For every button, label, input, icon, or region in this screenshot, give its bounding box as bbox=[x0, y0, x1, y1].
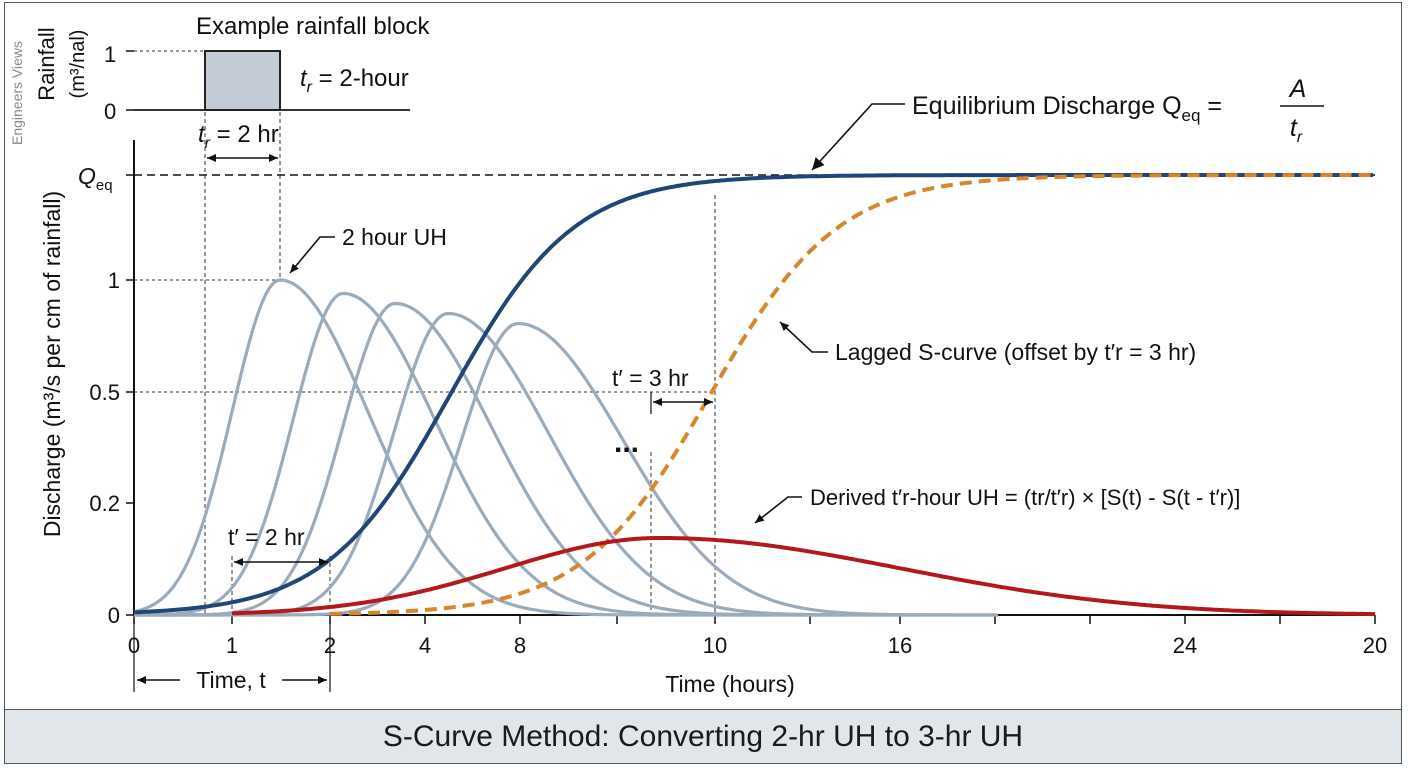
x-tick-label: 4 bbox=[419, 633, 431, 658]
rainfall-tr-label: tr = 2-hour bbox=[300, 65, 409, 96]
y-tick-label: 0.5 bbox=[89, 380, 120, 405]
rainfall-tick-0: 0 bbox=[104, 99, 116, 124]
x-tick-label: 8 bbox=[514, 633, 526, 658]
x-tick-label: 24 bbox=[1173, 633, 1197, 658]
equilibrium-denominator: tr bbox=[1290, 114, 1303, 146]
rainfall-block bbox=[204, 50, 281, 111]
tprime2-label: t′ = 2 hr bbox=[228, 524, 305, 550]
equilibrium-label: Equilibrium Discharge Qeq = bbox=[912, 92, 1222, 125]
caption-bar: S-Curve Method: Converting 2-hr UH to 3-… bbox=[5, 709, 1401, 763]
main-ylabel: Discharge (m³/s per cm of rainfall) bbox=[39, 191, 65, 537]
qeq-label: Qeq bbox=[78, 163, 113, 194]
y-tick-label: 0.2 bbox=[89, 491, 120, 516]
lagged-s-curve-line bbox=[330, 173, 1374, 616]
x-tick-label: 10 bbox=[703, 633, 727, 658]
lagged-label: Lagged S-curve (offset by t′r = 3 hr) bbox=[835, 339, 1196, 365]
equilibrium-numerator: A bbox=[1288, 75, 1307, 103]
watermark: Engineers Views bbox=[9, 41, 25, 145]
x-tick-label: 16 bbox=[888, 633, 912, 658]
lagged-leader bbox=[779, 321, 828, 353]
s-curve-line bbox=[133, 173, 1373, 615]
uh2-leader bbox=[289, 236, 335, 274]
derived-uh-line bbox=[231, 536, 1375, 617]
caption-text: S-Curve Method: Converting 2-hr UH to 3-… bbox=[382, 719, 1024, 753]
x-axis-label: Time (hours) bbox=[665, 671, 795, 697]
y-tick-label: 1 bbox=[108, 268, 120, 293]
x-tick-label: 1 bbox=[226, 633, 238, 658]
x-ticks: 0 1 2 4 8 10 16 24 20 bbox=[128, 615, 1387, 658]
rainfall-title: Example rainfall block bbox=[196, 13, 430, 40]
unit-hydrographs bbox=[133, 278, 998, 617]
ellipsis: ... bbox=[614, 426, 639, 459]
x-tick-label: 20 bbox=[1363, 633, 1387, 658]
derived-leader bbox=[754, 496, 802, 524]
derived-label: Derived t′r-hour UH = (tr/t′r) × [S(t) -… bbox=[810, 485, 1240, 510]
tprime3-label: t′ = 3 hr bbox=[612, 365, 689, 391]
uh2-label: 2 hour UH bbox=[342, 224, 447, 250]
y-tick-label: 0 bbox=[108, 603, 120, 628]
rainfall-ylabel: Rainfall bbox=[34, 27, 59, 100]
equilibrium-leader bbox=[811, 103, 905, 171]
time-t-label: Time, t bbox=[196, 667, 266, 693]
figure-frame bbox=[4, 2, 1402, 764]
y-ticks: 1 0.5 0.2 0 bbox=[89, 174, 134, 628]
rainfall-ylabel-units: (m³/nal) bbox=[67, 30, 89, 99]
unit-hydrograph-line bbox=[134, 321, 998, 617]
rainfall-dim-label: tr = 2 hr bbox=[198, 121, 279, 152]
rainfall-tick-1: 1 bbox=[104, 42, 116, 67]
unit-hydrograph-line bbox=[134, 301, 923, 617]
